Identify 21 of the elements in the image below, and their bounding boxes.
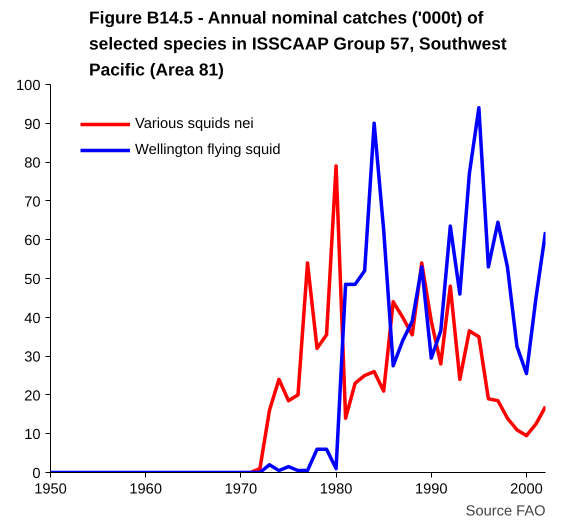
legend-label: Wellington flying squid <box>135 142 281 158</box>
y-tick-label: 0 <box>32 466 41 482</box>
x-tick-label: 1950 <box>34 482 67 498</box>
y-tick-label: 80 <box>24 156 41 172</box>
y-tick-label: 10 <box>24 427 41 444</box>
x-tick-label: 1980 <box>320 482 352 498</box>
x-tick-label: 1960 <box>129 482 162 498</box>
y-tick-label: 50 <box>24 272 41 288</box>
chart-title: Figure B14.5 - Annual nominal catches ('000t) of selected species in ISSCAAP Group 57, Southwest Pacific (Area 81) <box>89 8 507 80</box>
x-tick-label: 2000 <box>510 482 543 498</box>
x-tick-label: 1990 <box>414 482 448 498</box>
source-note: Source FAO <box>466 504 546 520</box>
y-tick-label: 90 <box>24 116 41 133</box>
y-tick-label: 70 <box>24 194 41 210</box>
x-tick-label: 1970 <box>224 482 258 498</box>
y-tick-label: 30 <box>24 350 41 366</box>
y-tick-label: 100 <box>16 78 41 94</box>
y-tick-label: 60 <box>24 233 41 250</box>
y-tick-label: 20 <box>24 388 41 404</box>
legend-label: Various squids nei <box>135 116 254 132</box>
y-tick-label: 40 <box>24 310 41 327</box>
